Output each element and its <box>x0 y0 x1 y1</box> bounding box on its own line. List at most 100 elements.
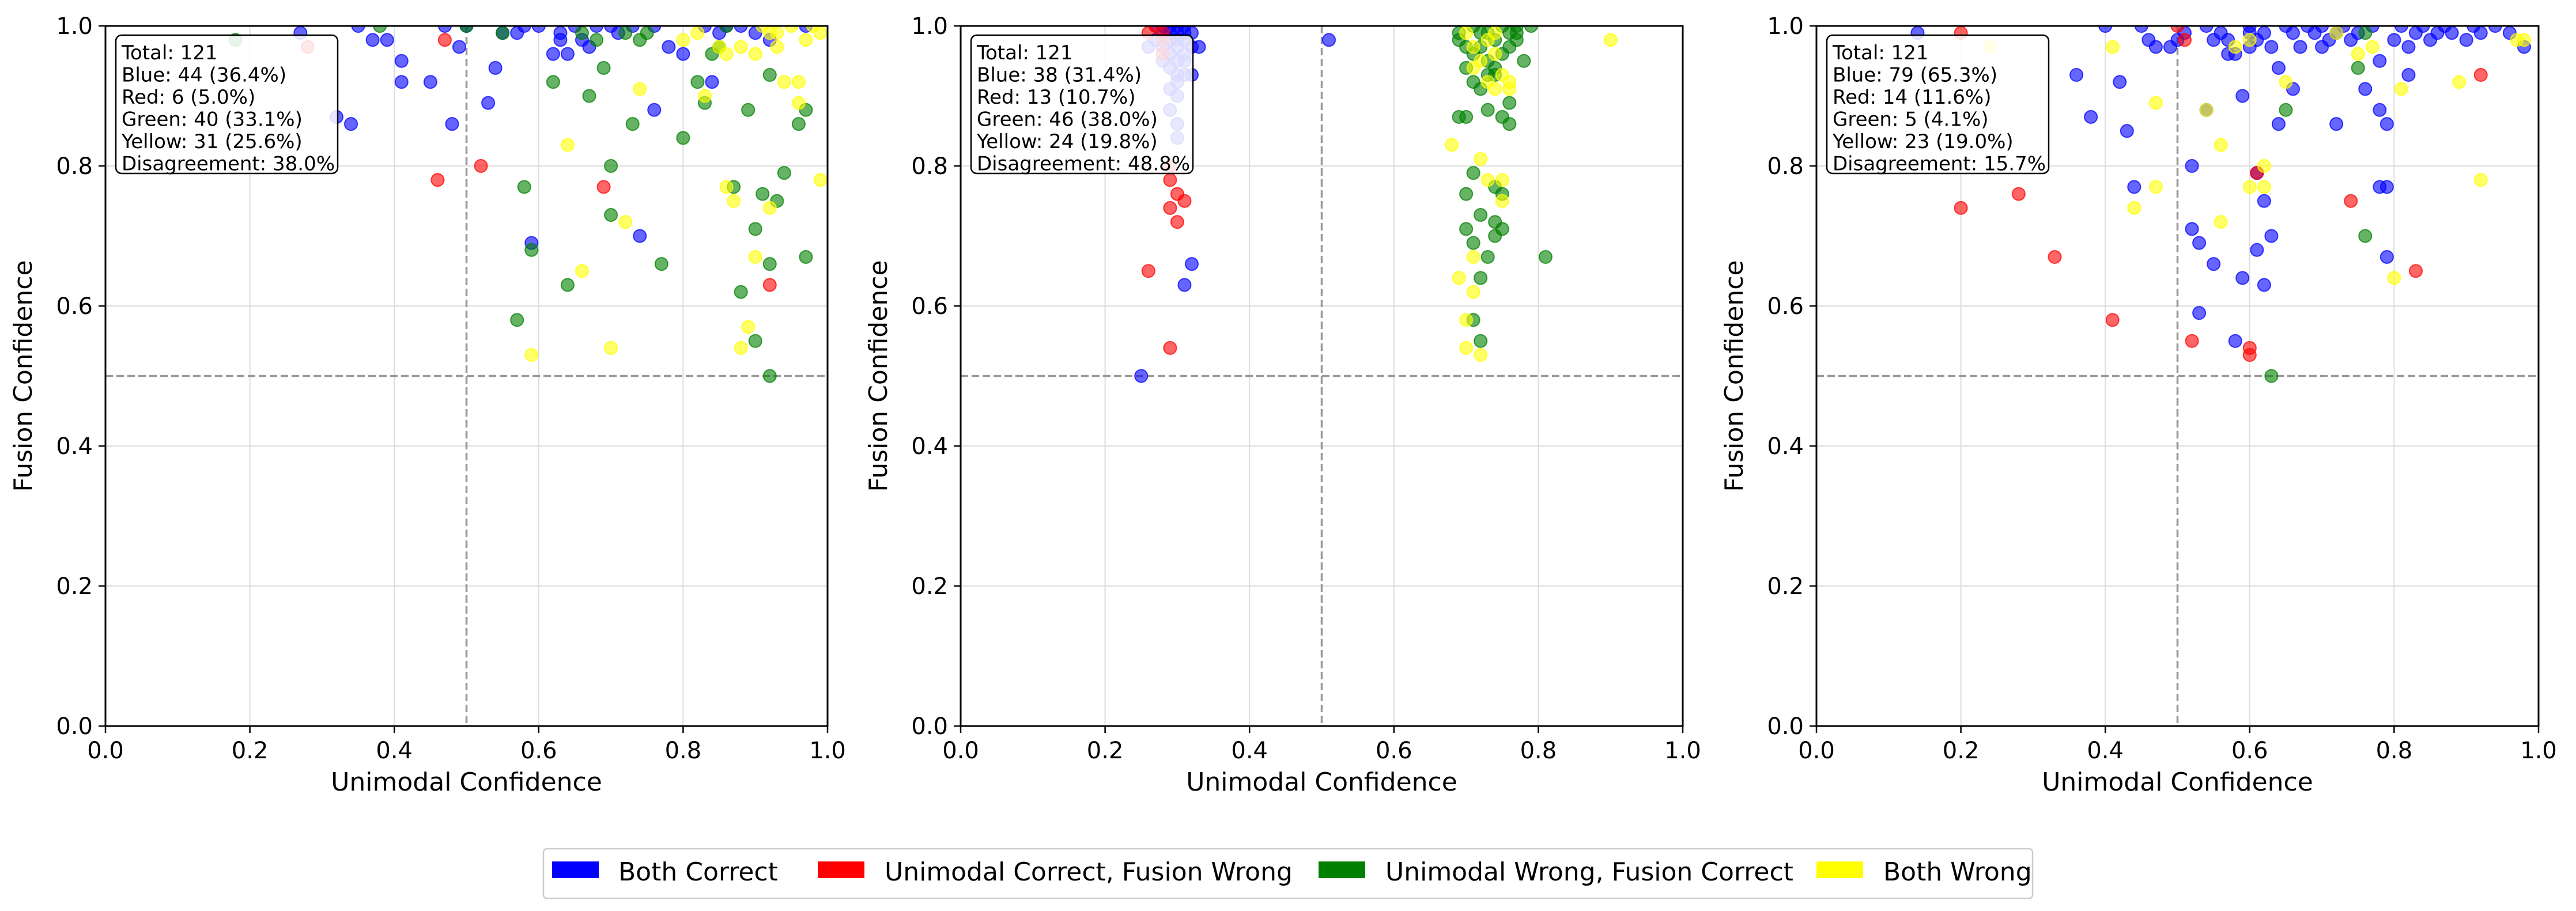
x-tick-label: 0.2 <box>1943 738 1980 764</box>
point-green <box>777 166 791 180</box>
y-tick-label: 0.2 <box>1767 573 1804 600</box>
point-blue <box>2192 236 2207 250</box>
point-blue <box>2459 33 2473 47</box>
point-green <box>676 131 690 145</box>
point-yellow <box>524 348 539 362</box>
stats-line: Disagreement: 15.7% <box>1833 153 2046 176</box>
point-blue <box>2199 26 2214 33</box>
point-green <box>524 243 539 257</box>
point-blue <box>705 75 719 89</box>
point-green <box>2358 26 2373 40</box>
point-green <box>575 26 589 40</box>
y-tick-label: 1.0 <box>911 13 948 40</box>
point-yellow <box>741 320 756 334</box>
point-green <box>1459 222 1474 236</box>
point-red <box>2178 33 2192 47</box>
point-red <box>2011 187 2026 201</box>
point-yellow <box>1459 26 1474 40</box>
point-blue <box>365 33 380 47</box>
stats-line: Total: 121 <box>976 41 1073 65</box>
point-green <box>1509 26 1524 33</box>
point-blue <box>488 61 503 75</box>
point-red <box>1163 173 1177 187</box>
point-blue <box>2401 68 2416 82</box>
point-blue <box>2098 26 2113 33</box>
point-green <box>596 61 611 75</box>
point-yellow <box>1502 82 1517 96</box>
x-tick-label: 0.6 <box>2231 738 2268 764</box>
x-tick-label: 0.8 <box>1520 738 1557 764</box>
stats-box <box>1826 34 2050 175</box>
point-green <box>1474 208 1488 222</box>
point-blue <box>2488 26 2502 33</box>
stats-line: Green: 5 (4.1%) <box>1833 108 1989 131</box>
point-yellow <box>2228 40 2242 54</box>
point-red <box>596 180 611 194</box>
y-tick-label: 0.4 <box>56 433 93 460</box>
point-green <box>1524 26 1538 33</box>
x-tick-label: 0.4 <box>376 738 413 764</box>
point-yellow <box>2105 40 2120 54</box>
point-yellow <box>2127 201 2141 215</box>
point-green <box>762 369 777 383</box>
y-tick-label: 1.0 <box>1767 13 1804 40</box>
stats-line: Red: 14 (11.6%) <box>1833 86 1991 109</box>
point-yellow <box>2351 47 2365 61</box>
point-blue <box>2373 54 2387 68</box>
stats-line: Yellow: 23 (19.0%) <box>1832 130 2014 153</box>
point-yellow <box>748 47 762 61</box>
point-blue <box>452 40 466 54</box>
point-yellow <box>719 180 734 194</box>
point-yellow <box>2387 271 2401 285</box>
point-red <box>437 33 452 47</box>
point-yellow <box>618 215 633 229</box>
point-blue <box>2315 40 2329 54</box>
y-tick-label: 0.8 <box>1767 153 1804 180</box>
point-green <box>1474 271 1488 285</box>
x-tick-label: 0.2 <box>232 738 269 764</box>
point-green <box>2351 61 2365 75</box>
point-yellow <box>734 341 748 355</box>
point-yellow <box>813 26 828 40</box>
point-blue <box>2416 26 2430 33</box>
legend-swatch-unimodal-correct-fusion-wrong <box>818 861 864 878</box>
point-green <box>1517 54 1531 68</box>
point-red <box>2344 194 2358 208</box>
x-tick-label: 0.2 <box>1087 738 1124 764</box>
stats-box <box>115 34 339 175</box>
point-yellow <box>813 173 828 187</box>
point-blue <box>560 47 575 61</box>
point-blue <box>546 47 560 61</box>
point-blue <box>2207 257 2221 271</box>
point-red <box>2105 313 2120 327</box>
stats-line: Total: 121 <box>1832 41 1929 65</box>
point-blue <box>2148 40 2163 54</box>
point-red <box>1170 215 1184 229</box>
point-blue <box>380 33 394 47</box>
point-blue <box>351 26 365 33</box>
point-blue <box>2228 334 2242 348</box>
point-yellow <box>2199 103 2214 117</box>
y-tick-label: 0.4 <box>1767 433 1804 460</box>
point-green <box>654 257 668 271</box>
axes-frame <box>960 25 1684 727</box>
point-blue <box>2358 82 2373 96</box>
y-tick-label: 0.2 <box>56 573 93 600</box>
point-blue <box>481 96 496 110</box>
y-tick-label: 0.6 <box>1767 293 1804 320</box>
panel-1: 0.00.0 0.2 0.2 0.4 0.4 0.6 0.6 0.8 0.8 1.0 1.0 Unim… <box>9 13 846 797</box>
point-yellow <box>719 47 734 61</box>
point-yellow <box>1466 285 1480 299</box>
axes-frame <box>1815 25 2540 727</box>
point-green <box>1509 33 1524 47</box>
point-green <box>604 159 618 173</box>
point-blue <box>2084 109 2098 124</box>
point-green <box>2279 103 2293 117</box>
point-blue <box>2387 33 2401 47</box>
point-green <box>719 26 734 33</box>
point-green <box>1466 166 1480 180</box>
point-blue <box>2379 250 2394 264</box>
point-blue <box>2473 26 2488 40</box>
x-tick-label: 1.0 <box>2520 738 2557 764</box>
